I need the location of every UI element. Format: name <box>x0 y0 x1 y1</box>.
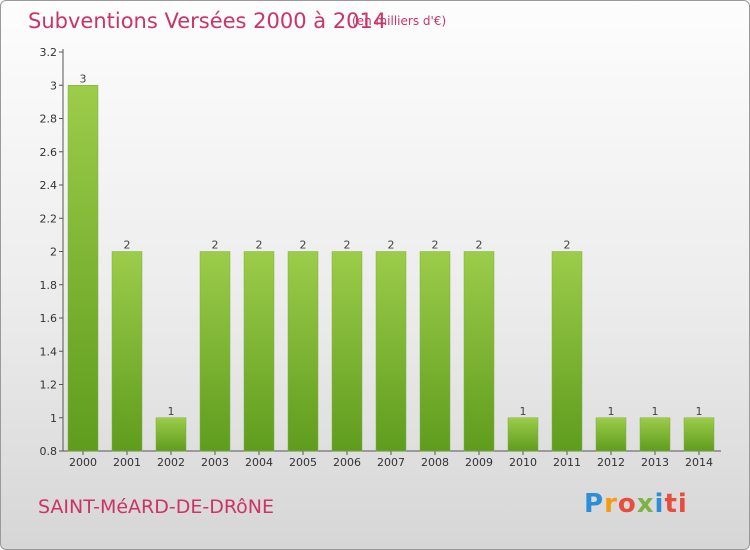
x-tick-label-2011: 2011 <box>553 456 581 469</box>
x-tick-label-2013: 2013 <box>641 456 669 469</box>
bar-2004 <box>243 251 275 452</box>
y-tick-label: 1.4 <box>40 345 58 358</box>
y-tick-label: 2.2 <box>40 212 58 225</box>
proxiti-logo[interactable]: Proxiti <box>584 489 688 519</box>
x-tick-label-2006: 2006 <box>333 456 361 469</box>
y-tick-label: 1.8 <box>40 279 58 292</box>
bar-2003 <box>199 251 231 452</box>
chart-title: Subventions Versées 2000 à 2014 <box>28 9 387 33</box>
chart-subtitle: (en milliers d'€) <box>352 14 447 28</box>
bar-2001 <box>111 251 143 452</box>
commune-name: SAINT-MéARD-DE-DRôNE <box>38 496 275 518</box>
y-tick-label: 3 <box>50 79 57 92</box>
y-tick-label: 1.2 <box>40 379 58 392</box>
data-label-2003: 2 <box>212 239 219 252</box>
chart-labels: 2000 3 2001 2 2002 1 2003 2 2004 2 2005 2 2006 2 2007 2… <box>69 72 713 469</box>
x-tick-label-2000: 2000 <box>69 456 97 469</box>
y-tick-label: 0.8 <box>40 445 58 458</box>
y-tick-label: 1.6 <box>40 312 58 325</box>
data-label-2012: 1 <box>608 405 615 418</box>
bar-2011 <box>551 251 583 452</box>
data-label-2006: 2 <box>344 239 351 252</box>
x-tick-label-2005: 2005 <box>289 456 317 469</box>
data-label-2008: 2 <box>432 239 439 252</box>
y-tick-label: 2 <box>50 246 57 259</box>
x-tick-label-2008: 2008 <box>421 456 449 469</box>
x-tick-label-2004: 2004 <box>245 456 273 469</box>
bar-2010 <box>507 417 539 452</box>
x-tick-label-2014: 2014 <box>685 456 713 469</box>
y-tick-label: 2.4 <box>40 179 58 192</box>
x-tick-label-2009: 2009 <box>465 456 493 469</box>
x-tick-label-2012: 2012 <box>597 456 625 469</box>
data-label-2005: 2 <box>300 239 307 252</box>
x-tick-label-2010: 2010 <box>509 456 537 469</box>
data-label-2004: 2 <box>256 239 263 252</box>
chart-bars <box>67 85 715 452</box>
data-label-2014: 1 <box>696 405 703 418</box>
bar-2012 <box>595 417 627 452</box>
bar-2002 <box>155 417 187 452</box>
bar-2014 <box>683 417 715 452</box>
data-label-2009: 2 <box>476 239 483 252</box>
bar-2005 <box>287 251 319 452</box>
bar-2009 <box>463 251 495 452</box>
y-tick-label: 3.2 <box>40 46 58 59</box>
x-tick-label-2001: 2001 <box>113 456 141 469</box>
x-tick-label-2007: 2007 <box>377 456 405 469</box>
bar-2008 <box>419 251 451 452</box>
x-tick-label-2003: 2003 <box>201 456 229 469</box>
data-label-2010: 1 <box>520 405 527 418</box>
y-tick-label: 2.8 <box>40 113 58 126</box>
data-label-2001: 2 <box>124 239 131 252</box>
x-tick-label-2002: 2002 <box>157 456 185 469</box>
y-tick-label: 1 <box>50 412 57 425</box>
data-label-2000: 3 <box>80 72 87 85</box>
bar-2007 <box>375 251 407 452</box>
y-tick-label: 2.6 <box>40 146 58 159</box>
bar-2000 <box>67 85 99 452</box>
bar-2006 <box>331 251 363 452</box>
data-label-2013: 1 <box>652 405 659 418</box>
data-label-2002: 1 <box>168 405 175 418</box>
data-label-2011: 2 <box>564 239 571 252</box>
bar-2013 <box>639 417 671 452</box>
data-label-2007: 2 <box>388 239 395 252</box>
